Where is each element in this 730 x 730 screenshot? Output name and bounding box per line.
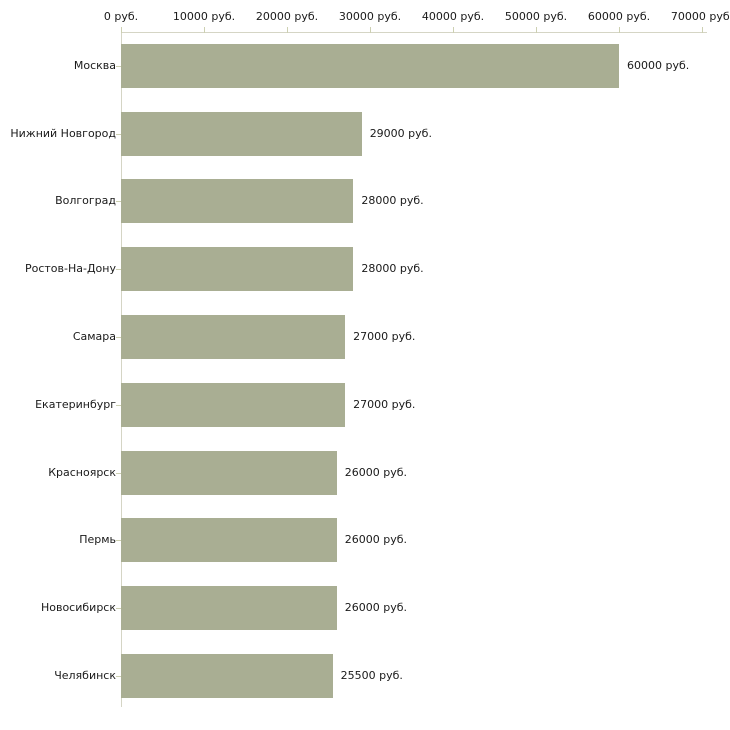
chart-row: Нижний Новгород 29000 руб. [0, 100, 730, 168]
category-label: Москва [73, 58, 116, 72]
bar [121, 518, 337, 563]
chart-row: Екатеринбург 27000 руб. [0, 371, 730, 439]
x-axis-tick-label: 60000 руб. [587, 10, 651, 23]
bar [121, 315, 346, 360]
chart-row: Новосибирск 26000 руб. [0, 574, 730, 642]
value-label: 25500 руб. [340, 669, 403, 683]
category-label: Новосибирск [40, 601, 116, 615]
x-axis-tick-label: 50000 руб. [504, 10, 568, 23]
y-axis-tick [116, 201, 121, 203]
chart-row: Ростов-На-Дону 28000 руб. [0, 235, 730, 303]
x-axis-tick [121, 27, 122, 33]
bar [121, 382, 346, 427]
bar [121, 111, 362, 156]
category-label: Самара [72, 330, 116, 344]
value-label: 28000 руб. [361, 194, 424, 208]
x-axis-tick [619, 27, 620, 33]
value-label: 27000 руб. [353, 397, 416, 411]
chart-row: Самара 27000 руб. [0, 303, 730, 371]
bar [121, 179, 354, 224]
x-axis-tick-label: 20000 руб. [255, 10, 319, 23]
value-label: 28000 руб. [361, 262, 424, 276]
x-axis-tick-label: 30000 руб. [338, 10, 402, 23]
x-axis-tick [204, 27, 205, 33]
chart-row: Челябинск 25500 руб. [0, 642, 730, 710]
value-label: 26000 руб. [344, 601, 408, 615]
x-axis-line [121, 32, 707, 33]
x-axis-tick [702, 27, 703, 33]
chart-row: Москва 60000 руб. [0, 32, 730, 100]
y-axis-tick [116, 608, 121, 610]
y-axis-tick [116, 676, 121, 678]
bar [121, 43, 619, 88]
y-axis-tick [116, 133, 121, 135]
x-axis-tick-label: 70000 руб. [670, 10, 730, 23]
bar [121, 586, 337, 631]
bar [121, 247, 354, 292]
chart-row: Волгоград 28000 руб. [0, 168, 730, 236]
y-axis-line [121, 32, 122, 707]
y-axis-tick [116, 472, 121, 474]
category-label: Ростов-На-Дону [24, 262, 116, 276]
y-axis-tick [116, 269, 121, 271]
category-label: Волгоград [55, 194, 116, 208]
y-axis-tick [116, 337, 121, 339]
category-label: Челябинск [54, 669, 116, 683]
x-axis-tick [287, 27, 288, 33]
bar [121, 654, 333, 699]
x-axis-tick-label: 10000 руб. [172, 10, 236, 23]
value-label: 26000 руб. [344, 465, 408, 479]
chart-row: Красноярск 26000 руб. [0, 439, 730, 507]
category-label: Екатеринбург [35, 397, 116, 411]
y-axis-tick [116, 404, 121, 406]
y-axis-tick [116, 65, 121, 67]
category-label: Пермь [79, 533, 116, 547]
bar [121, 450, 337, 495]
value-label: 29000 руб. [369, 126, 432, 140]
x-axis-tick-label: 40000 руб. [421, 10, 485, 23]
value-label: 60000 руб. [627, 58, 690, 72]
category-label: Нижний Новгород [10, 126, 116, 140]
y-axis-tick [116, 540, 121, 542]
value-label: 26000 руб. [344, 533, 408, 547]
x-axis-tick [536, 27, 537, 33]
x-axis-tick-label: 0 руб. [103, 10, 139, 23]
category-label: Красноярск [48, 465, 116, 479]
x-axis-tick [453, 27, 454, 33]
chart-row: Пермь 26000 руб. [0, 507, 730, 575]
x-axis-tick [370, 27, 371, 33]
value-label: 27000 руб. [353, 330, 416, 344]
